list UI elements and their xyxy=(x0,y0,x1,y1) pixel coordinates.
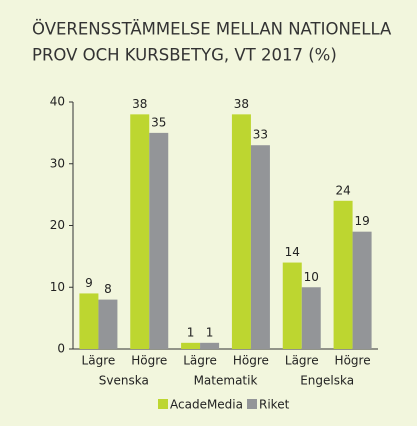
value-label: 8 xyxy=(104,282,112,296)
value-label: 35 xyxy=(151,115,166,129)
bar xyxy=(200,342,220,349)
value-label: 38 xyxy=(234,97,249,111)
legend-swatch xyxy=(247,399,257,409)
bar xyxy=(282,262,302,349)
bar xyxy=(250,145,270,349)
value-label: 24 xyxy=(335,183,350,197)
bar xyxy=(231,114,251,349)
value-label: 1 xyxy=(206,325,214,339)
y-tick-label: 30 xyxy=(50,156,65,170)
bar xyxy=(301,287,321,349)
legend-swatch xyxy=(158,399,168,409)
value-label: 14 xyxy=(285,245,300,259)
x-tick-label: Högre xyxy=(335,354,371,368)
group-label: Matematik xyxy=(194,374,258,388)
legend-label: Riket xyxy=(259,398,290,412)
y-tick-label: 10 xyxy=(50,280,65,294)
value-label: 1 xyxy=(187,325,195,339)
y-tick-label: 0 xyxy=(57,342,65,356)
value-label: 10 xyxy=(304,270,319,284)
value-label: 19 xyxy=(354,214,369,228)
value-label: 38 xyxy=(132,97,147,111)
bar xyxy=(352,231,372,349)
group-label: Engelska xyxy=(300,374,354,388)
bar xyxy=(333,200,353,349)
legend-label: AcadeMedia xyxy=(170,398,243,412)
chart-title: ÖVERENSSTÄMMELSE MELLAN NATIONELLA xyxy=(32,20,392,39)
x-tick-label: Lägre xyxy=(183,354,217,368)
x-tick-label: Lägre xyxy=(285,354,319,368)
y-tick-label: 20 xyxy=(50,218,65,232)
y-tick-label: 40 xyxy=(50,95,65,109)
bar xyxy=(79,293,99,349)
value-label: 33 xyxy=(253,128,268,142)
x-tick-label: Högre xyxy=(131,354,167,368)
bar xyxy=(149,132,169,349)
value-label: 9 xyxy=(85,276,93,290)
chart-title: PROV OCH KURSBETYG, VT 2017 (%) xyxy=(32,46,337,65)
group-label: Svenska xyxy=(99,374,149,388)
x-tick-label: Lägre xyxy=(82,354,116,368)
bar xyxy=(98,299,118,349)
bar xyxy=(181,342,201,349)
bar xyxy=(130,114,150,349)
x-tick-label: Högre xyxy=(233,354,269,368)
